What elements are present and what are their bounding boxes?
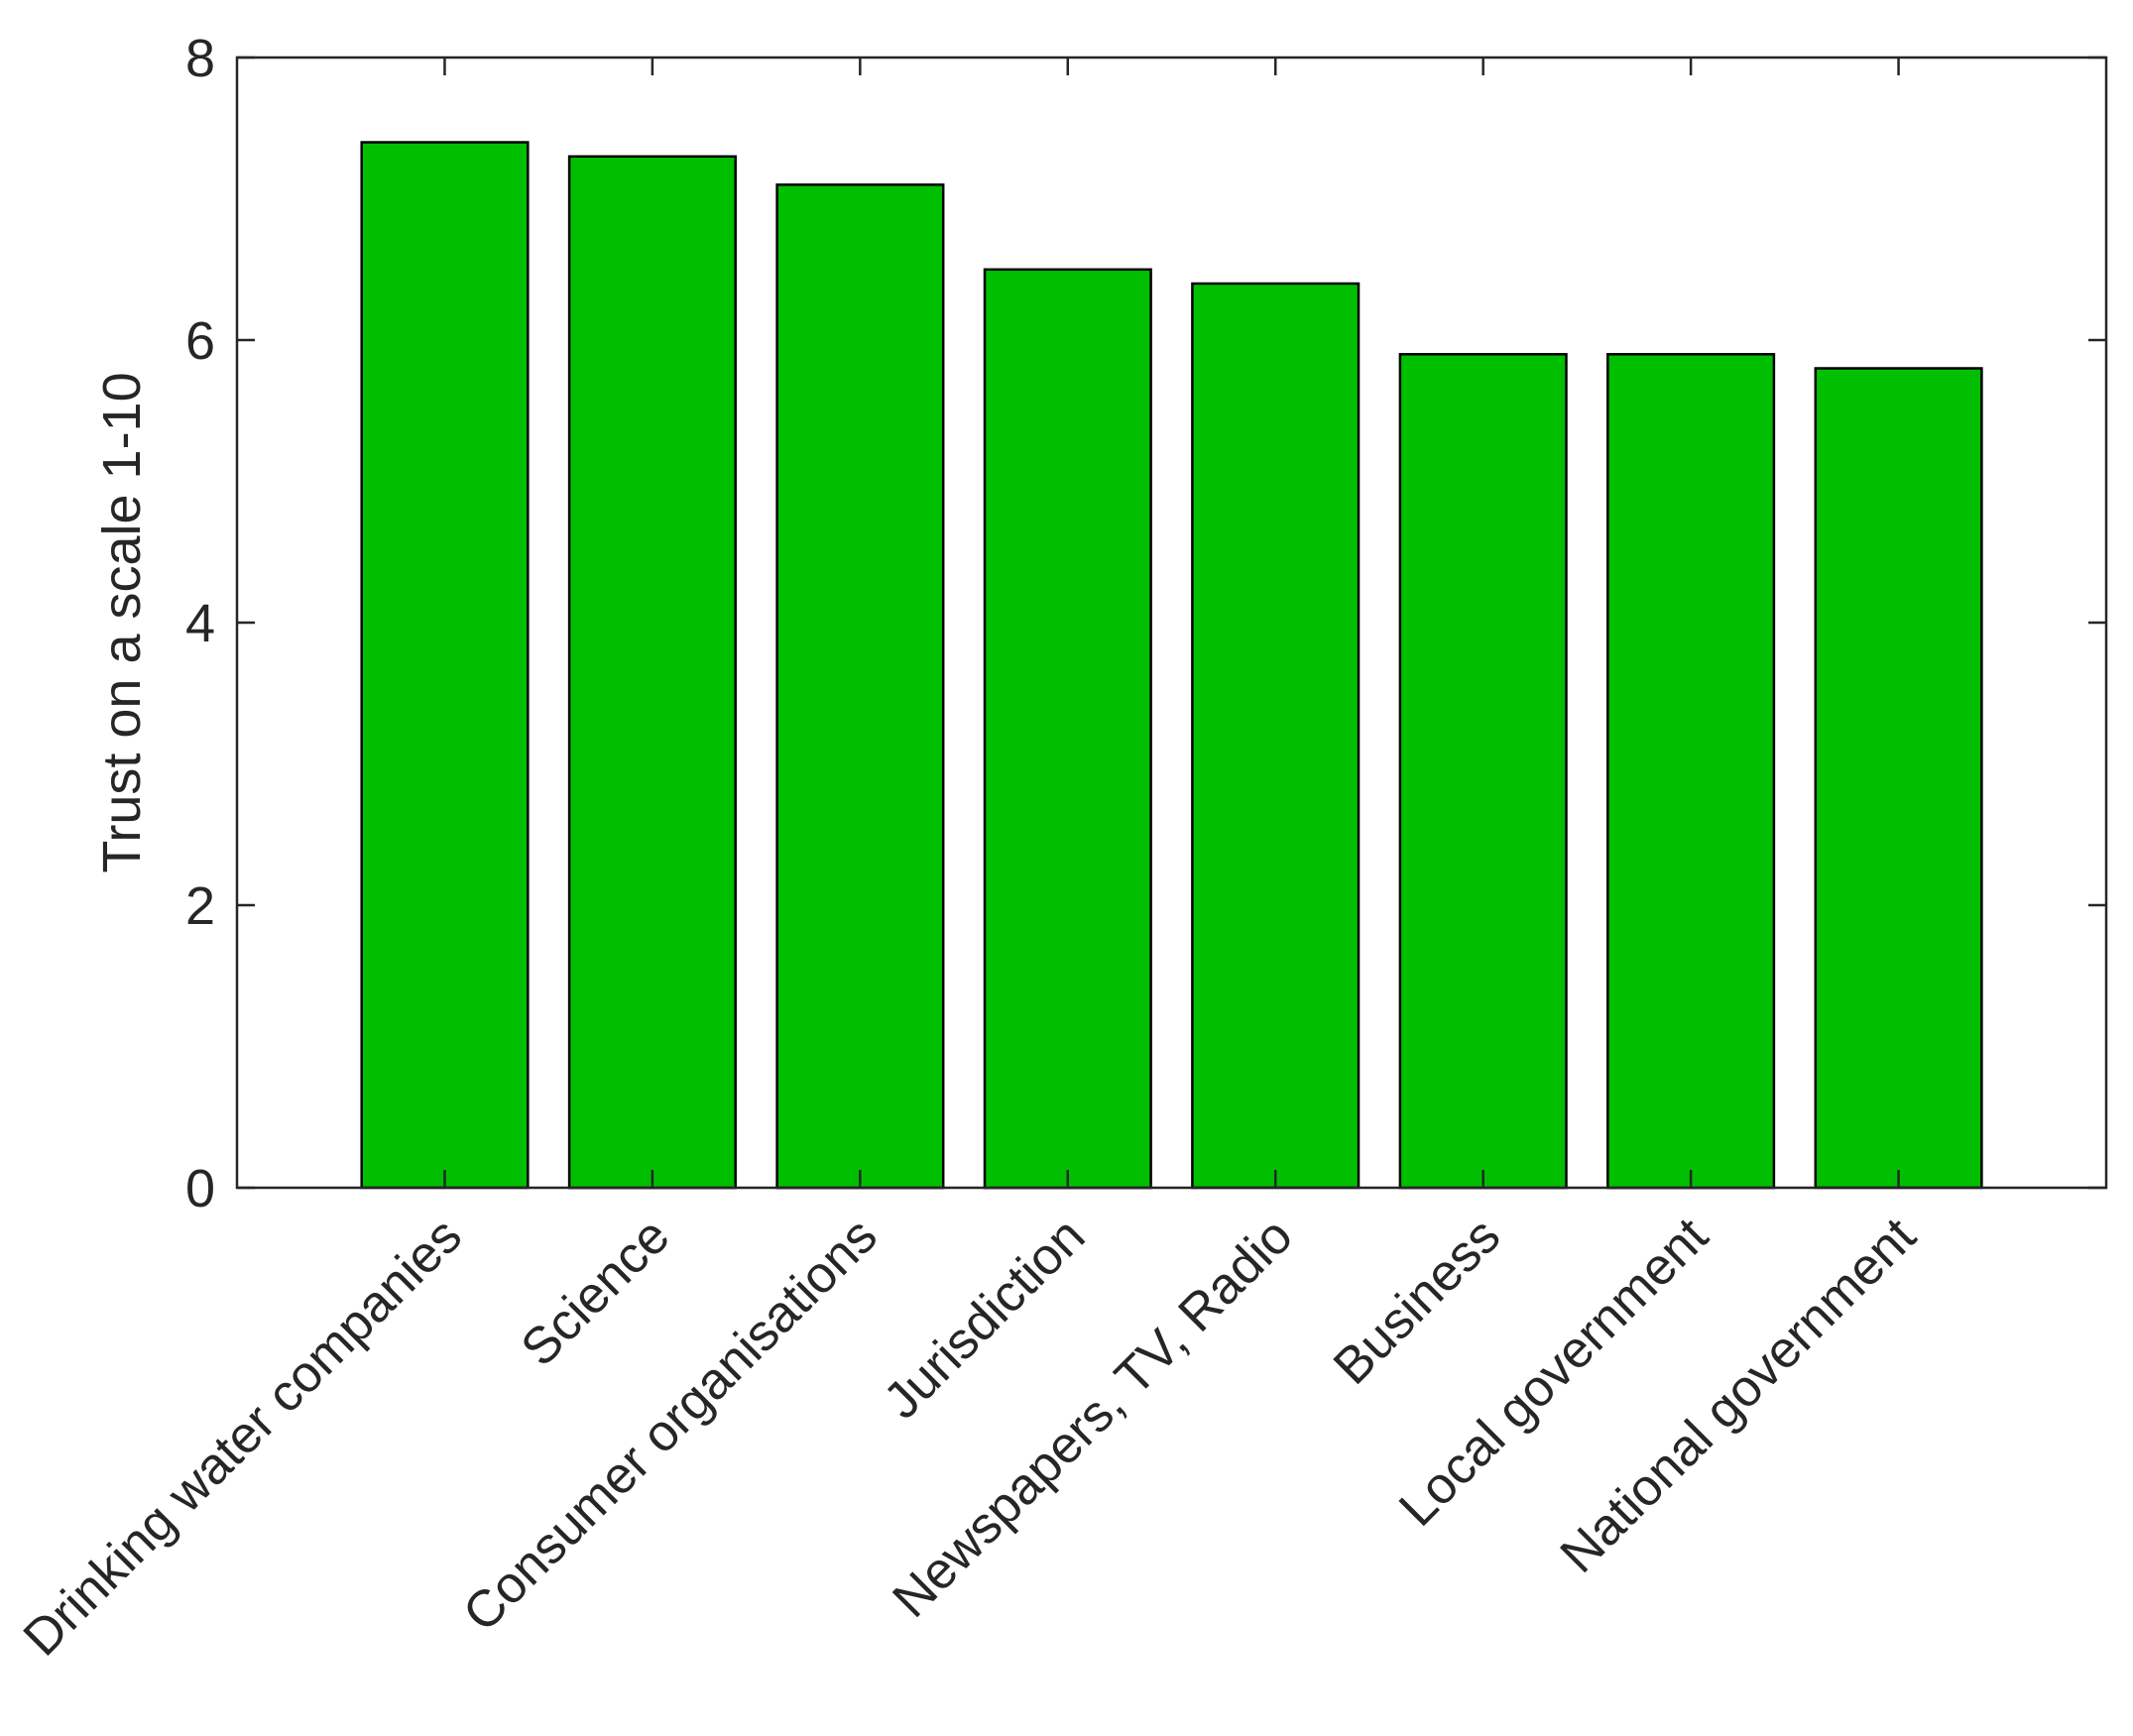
x-tick-label: Science: [511, 1207, 681, 1377]
bar-business: [1398, 353, 1568, 1190]
x-tick-label: Business: [1323, 1207, 1511, 1395]
bar-jurisdiction: [983, 268, 1152, 1190]
plot-frame: [235, 56, 2108, 1190]
bar-newspapers-tv-radio: [1191, 282, 1361, 1190]
y-tick-label: 2: [185, 876, 215, 936]
bar-drinking-water-companies: [360, 141, 530, 1190]
bars-group: [360, 141, 1983, 1190]
x-tick-label: Newspapers, TV, Radio: [882, 1207, 1303, 1628]
bar-national-government: [1814, 367, 1983, 1190]
y-tick-labels: 0 2 4 6 8: [185, 29, 215, 1218]
y-tick-label: 0: [185, 1159, 215, 1218]
x-tick-label: Drinking water companies: [13, 1207, 473, 1667]
y-axis-label: Trust on a scale 1-10: [92, 372, 152, 872]
x-tick-label: Jurisdiction: [873, 1207, 1096, 1430]
bar-science: [567, 155, 737, 1190]
plot-area: [237, 58, 2106, 1188]
y-tick-label: 6: [185, 311, 215, 371]
x-tick-label: National government: [1550, 1207, 1928, 1584]
bar-local-government: [1606, 353, 1776, 1190]
x-tick-labels: Drinking water companies ScienceConsumer …: [13, 1207, 1928, 1667]
y-tick-label: 4: [185, 594, 215, 653]
x-tick-label: Consumer organisations: [452, 1207, 889, 1643]
bar-consumer-organisations: [775, 183, 945, 1190]
y-tick-label: 8: [185, 29, 215, 88]
